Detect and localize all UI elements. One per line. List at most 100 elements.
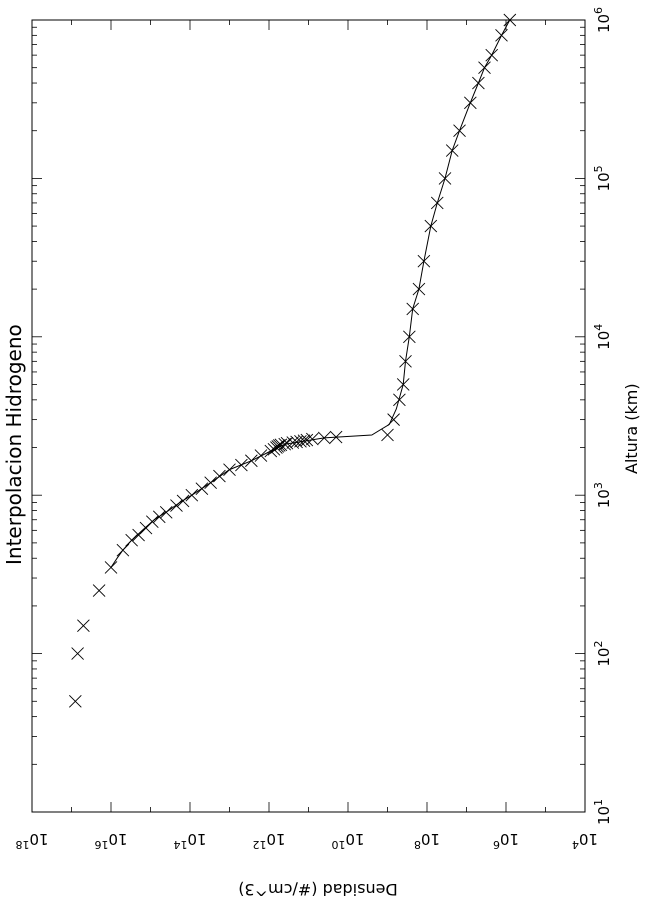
marker-stroke xyxy=(381,428,394,442)
chart-title: Interpolacion Hidrogeno xyxy=(2,324,26,565)
density-tick-label: 1016 xyxy=(94,830,127,851)
marker-stroke xyxy=(278,437,292,451)
data-point xyxy=(417,254,431,268)
tick-label-base: 10 xyxy=(595,648,613,667)
marker-stroke xyxy=(264,444,278,458)
data-point xyxy=(170,499,183,512)
marker-stroke xyxy=(503,13,517,27)
marker-stroke xyxy=(445,144,459,157)
y-axis-label: Densidad (#/cm^3) xyxy=(238,880,398,899)
data-point xyxy=(306,432,319,446)
altitude-tick-label: 104 xyxy=(592,324,613,350)
data-point xyxy=(399,355,412,368)
data-point xyxy=(438,172,452,185)
tick-label-base: 10 xyxy=(266,830,285,848)
marker-stroke xyxy=(145,515,159,529)
marker-stroke xyxy=(152,510,166,524)
marker-stroke xyxy=(195,482,209,495)
tick-label-base: 10 xyxy=(595,806,613,825)
data-point xyxy=(254,449,268,462)
tick-label-exponent: 3 xyxy=(592,482,605,489)
altitude-tick-label: 102 xyxy=(592,641,613,667)
data-point xyxy=(430,196,444,210)
marker-stroke xyxy=(403,330,416,344)
altitude-tick-label: 101 xyxy=(592,799,613,825)
data-point xyxy=(403,330,416,344)
altitude-tick-label: 103 xyxy=(592,482,613,508)
plot-frame xyxy=(31,19,586,813)
data-point xyxy=(503,13,517,27)
data-point xyxy=(297,434,311,447)
marker-stroke xyxy=(297,434,311,447)
data-point xyxy=(329,430,343,444)
tick-label-base: 10 xyxy=(595,489,613,508)
marker-stroke xyxy=(453,124,466,138)
data-point xyxy=(223,463,236,476)
marker-stroke xyxy=(104,561,118,574)
density-tick-label: 1018 xyxy=(15,830,48,851)
data-point xyxy=(278,437,292,451)
marker-stroke xyxy=(272,439,286,452)
marker-stroke xyxy=(245,454,258,468)
marker-stroke xyxy=(317,431,331,445)
data-point xyxy=(245,454,258,468)
interpolation-curve xyxy=(110,19,511,568)
marker-stroke xyxy=(399,355,412,368)
data-point xyxy=(472,76,485,90)
data-point xyxy=(69,694,82,708)
data-point xyxy=(204,476,217,489)
marker-stroke xyxy=(213,469,226,483)
marker-stroke xyxy=(235,458,248,472)
marker-stroke xyxy=(495,29,508,42)
data-point xyxy=(396,378,410,391)
data-point xyxy=(290,435,303,449)
data-point xyxy=(195,482,209,495)
data-point xyxy=(478,61,491,75)
tick-label-exponent: 1 xyxy=(592,799,605,806)
marker-stroke xyxy=(267,442,281,456)
marker-stroke xyxy=(306,432,319,446)
data-point xyxy=(213,469,226,483)
data-point xyxy=(445,144,459,157)
marker-stroke xyxy=(77,619,90,633)
marker-stroke xyxy=(464,96,477,110)
data-point xyxy=(387,413,400,426)
marker-stroke xyxy=(254,449,268,462)
density-tick-label: 1014 xyxy=(173,830,206,851)
density-tick-label: 104 xyxy=(572,830,598,851)
data-point xyxy=(412,282,426,296)
data-point xyxy=(267,442,281,456)
tick-label-base: 10 xyxy=(108,830,127,848)
data-point xyxy=(393,393,406,407)
data-point xyxy=(495,29,508,42)
marker-stroke xyxy=(485,48,499,62)
tick-label-exponent: 4 xyxy=(572,838,579,851)
data-point xyxy=(264,444,278,458)
tick-label-base: 10 xyxy=(29,830,48,848)
density-tick-label: 1012 xyxy=(252,830,285,851)
tick-label-exponent: 16 xyxy=(94,838,108,851)
marker-stroke xyxy=(430,196,444,210)
data-markers xyxy=(69,13,517,708)
density-tick-label: 1010 xyxy=(331,830,364,851)
data-point xyxy=(104,561,118,574)
tick-label-exponent: 2 xyxy=(592,641,605,648)
marker-stroke xyxy=(159,505,173,519)
density-tick-label: 108 xyxy=(414,830,440,851)
data-point xyxy=(406,302,420,316)
marker-stroke xyxy=(417,254,431,268)
marker-stroke xyxy=(478,61,491,75)
data-point xyxy=(145,515,159,529)
altitude-tick-label: 105 xyxy=(592,165,613,191)
axis-ticks xyxy=(31,19,586,813)
marker-stroke xyxy=(125,533,138,547)
tick-label-exponent: 6 xyxy=(493,838,500,851)
marker-stroke xyxy=(92,584,106,597)
tick-label-exponent: 10 xyxy=(331,838,345,851)
marker-stroke xyxy=(406,302,420,316)
tick-label-exponent: 14 xyxy=(173,838,187,851)
data-point xyxy=(176,494,190,508)
tick-label-base: 10 xyxy=(595,172,613,191)
marker-stroke xyxy=(300,433,314,447)
